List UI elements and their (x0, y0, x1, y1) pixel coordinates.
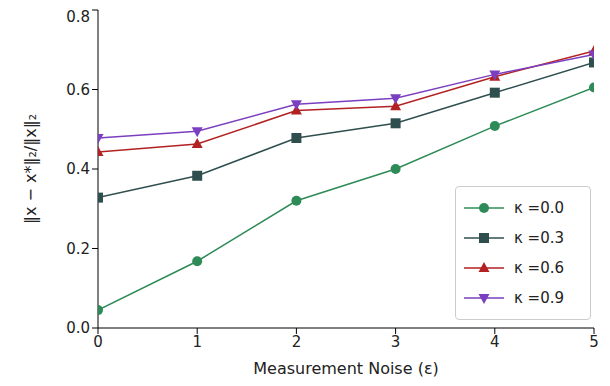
svg-text:5: 5 (589, 333, 599, 351)
svg-text:2: 2 (292, 333, 302, 351)
svg-text:‖x − x*‖₂/‖x‖₂: ‖x − x*‖₂/‖x‖₂ (21, 114, 40, 224)
svg-text:0.0: 0.0 (66, 319, 90, 337)
svg-text:4: 4 (490, 333, 500, 351)
html-text:κ =0.9: κ =0.9 (514, 289, 564, 307)
svg-text:0.4: 0.4 (66, 160, 90, 178)
html-text:κ =0.3: κ =0.3 (514, 229, 564, 247)
svg-text:0: 0 (93, 333, 103, 351)
svg-text:0.6: 0.6 (66, 81, 90, 99)
html-text:κ =0.6: κ =0.6 (514, 259, 564, 277)
svg-text:Measurement Noise (ε): Measurement Noise (ε) (253, 359, 439, 378)
svg-text:1: 1 (192, 333, 202, 351)
html-text:κ =0.0: κ =0.0 (514, 199, 564, 217)
svg-text:0.8: 0.8 (66, 8, 90, 26)
svg-text:0.2: 0.2 (66, 240, 90, 258)
svg-text:3: 3 (391, 333, 401, 351)
